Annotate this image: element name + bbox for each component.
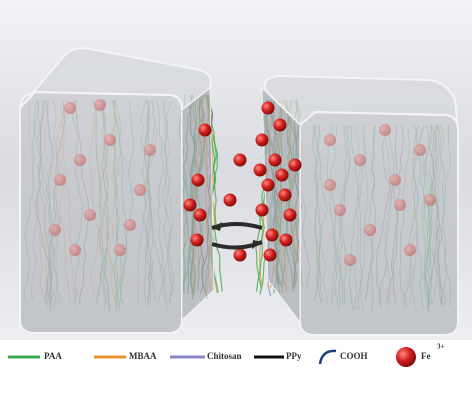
- fe-ion: [289, 159, 302, 172]
- fe-ion: [256, 204, 269, 217]
- fe-ion: [134, 184, 146, 196]
- fe-ion: [394, 199, 406, 211]
- fe-ion: [264, 249, 277, 262]
- fe-ion: [49, 224, 61, 236]
- fe-ion: [344, 254, 356, 266]
- fe-ion: [74, 154, 86, 166]
- fe-ion: [144, 144, 156, 156]
- fe-ion: [84, 209, 96, 221]
- fe-ion: [276, 169, 289, 182]
- figure: PAA MBAA Chitosan PPy COOH Fe 3+: [0, 0, 472, 393]
- hydrogel-left-front: [20, 92, 182, 333]
- fe-ion: [279, 189, 292, 202]
- fe-ion: [354, 154, 366, 166]
- hydrogel-right-front: [300, 112, 458, 335]
- fe-ion: [404, 244, 416, 256]
- fe-ion: [414, 144, 426, 156]
- fe-ion: [191, 234, 204, 247]
- fe-ion: [94, 99, 106, 111]
- fe-ion: [192, 174, 205, 187]
- fe-ion: [124, 219, 136, 231]
- legend-label: COOH: [340, 351, 368, 361]
- legend-label: Chitosan: [207, 351, 242, 361]
- fe-ion: [266, 229, 279, 242]
- fe-ion: [104, 134, 116, 146]
- legend-label: Fe: [421, 351, 431, 361]
- fe-ion: [284, 209, 297, 222]
- fe-ion: [389, 174, 401, 186]
- fe-ion: [256, 134, 269, 147]
- fe-ion: [262, 179, 275, 192]
- fe-ion: [194, 209, 207, 222]
- fe-ion: [114, 244, 126, 256]
- fe-ion: [280, 234, 293, 247]
- fe-ion: [262, 102, 275, 115]
- fe-ion: [269, 154, 282, 167]
- legend-swatch: [396, 347, 416, 367]
- fe-ion: [199, 124, 212, 137]
- fe-ion: [274, 119, 287, 132]
- fe-ion: [379, 124, 391, 136]
- fe-ion: [334, 204, 346, 216]
- fe-ion: [424, 194, 436, 206]
- fe-ion: [324, 179, 336, 191]
- legend-background: [0, 340, 472, 393]
- fe-ion: [54, 174, 66, 186]
- fe-ion: [324, 134, 336, 146]
- fe-ion: [364, 224, 376, 236]
- fe-ion: [64, 102, 76, 114]
- legend-label: PPy: [286, 351, 302, 361]
- legend-label: PAA: [44, 351, 62, 361]
- fe-ion: [254, 164, 267, 177]
- fe-ion: [234, 154, 247, 167]
- fe-ion: [234, 249, 247, 262]
- fe-ion: [69, 244, 81, 256]
- legend-label: MBAA: [129, 351, 157, 361]
- legend-superscript: 3+: [437, 343, 445, 351]
- fe-ion: [184, 199, 197, 212]
- fe-ion: [224, 194, 237, 207]
